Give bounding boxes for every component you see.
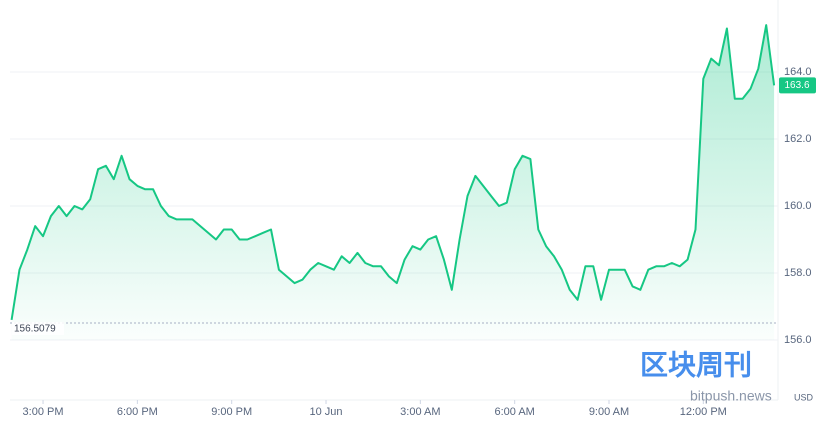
- x-tick-label: 6:00 PM: [117, 406, 158, 418]
- y-tick-label: 164.0: [784, 66, 812, 78]
- x-tick-label: 10 Jun: [310, 406, 343, 418]
- baseline-label-box: [12, 321, 64, 335]
- area: [11, 25, 775, 340]
- currency-label: USD: [794, 392, 814, 402]
- y-tick-label: 160.0: [784, 200, 812, 212]
- watermark: 区块周刊: [640, 349, 752, 380]
- x-tick-label: 12:00 PM: [680, 406, 727, 418]
- y-tick-label: 156.0: [784, 334, 812, 346]
- price-tag-label: 163.6: [784, 80, 809, 91]
- x-tick-label: 9:00 AM: [589, 406, 629, 418]
- y-tick-label: 162.0: [784, 133, 812, 145]
- x-tick-label: 9:00 PM: [211, 406, 252, 418]
- x-tick-label: 3:00 AM: [400, 406, 440, 418]
- line: [10, 24, 776, 321]
- x-tick-label: 6:00 AM: [494, 406, 534, 418]
- y-tick-label: 158.0: [784, 267, 812, 279]
- baseline-label: 156.5079: [14, 324, 56, 335]
- x-tick-label: 3:00 PM: [23, 406, 64, 418]
- watermark: bitpush.news: [690, 388, 772, 404]
- price-tag: [779, 77, 816, 94]
